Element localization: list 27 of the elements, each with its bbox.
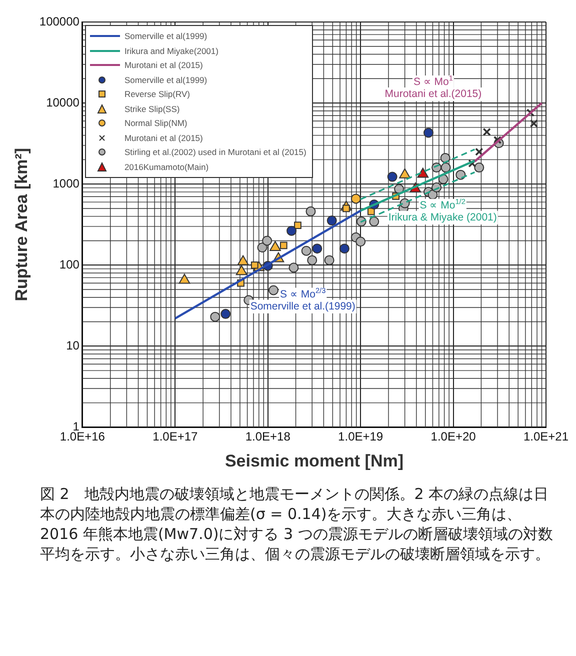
x-tick-label: 1.0E+19 [338,430,384,444]
x-tick-label: 1.0E+20 [430,430,476,444]
annotation: Somerville et al.(1999) [250,300,356,312]
annotation: Irikura & Miyake (2001) [388,212,497,224]
y-tick-label: 10 [66,338,80,352]
x-axis-title: Seismic moment [Nm] [224,451,404,470]
legend-label: Somerville et al(1999) [124,74,208,87]
y-axis-title: Rupture Area [km²] [12,148,31,302]
legend-label: Strike Slip(SS) [124,102,180,116]
legend-label: Normal Slip(NM) [124,117,188,130]
annotation: Murotani et al.(2015) [384,88,482,100]
caption: 図 2 地殻内地震の破壊領域と地震モーメントの関係。2 本の緑の点線は日本の内陸地殻内地震の標準偏差(σ = 0.14)を示す。大きな赤い三角は、2016 年熊本地震(Mw7.0)に対する 3 つの震源モデルの断層破壊領域の対数平均を示す。小さな赤い三角は、個々の震源モデルの破壊断層領域を示す。 [40,484,554,564]
legend-label: 2016Kumamoto(Main) [124,160,209,174]
legend-label: Irikura and Miyake(2001) [124,44,218,58]
legend-label: Stirling et al.(2002) used in Murotani et al (2015) [124,146,306,159]
y-tick-label: 100 [59,257,80,272]
x-tick-label: 1.0E+21 [523,430,569,444]
x-tick-label: 1.0E+18 [245,430,291,444]
legend-label: Murotani et al (2015) [124,132,203,145]
y-tick-label: 10000 [46,95,80,110]
y-tick-label: 1000 [52,176,80,190]
x-tick-label: 1.0E+17 [152,430,198,444]
legend-label: Murotani et al (2015) [124,59,203,72]
y-tick-label: 100000 [39,14,80,28]
x-tick-label: 1.0E+16 [60,430,106,444]
legend-label: Reverse Slip(RV) [124,88,190,101]
legend-label: Somerville et al(1999) [124,30,208,43]
